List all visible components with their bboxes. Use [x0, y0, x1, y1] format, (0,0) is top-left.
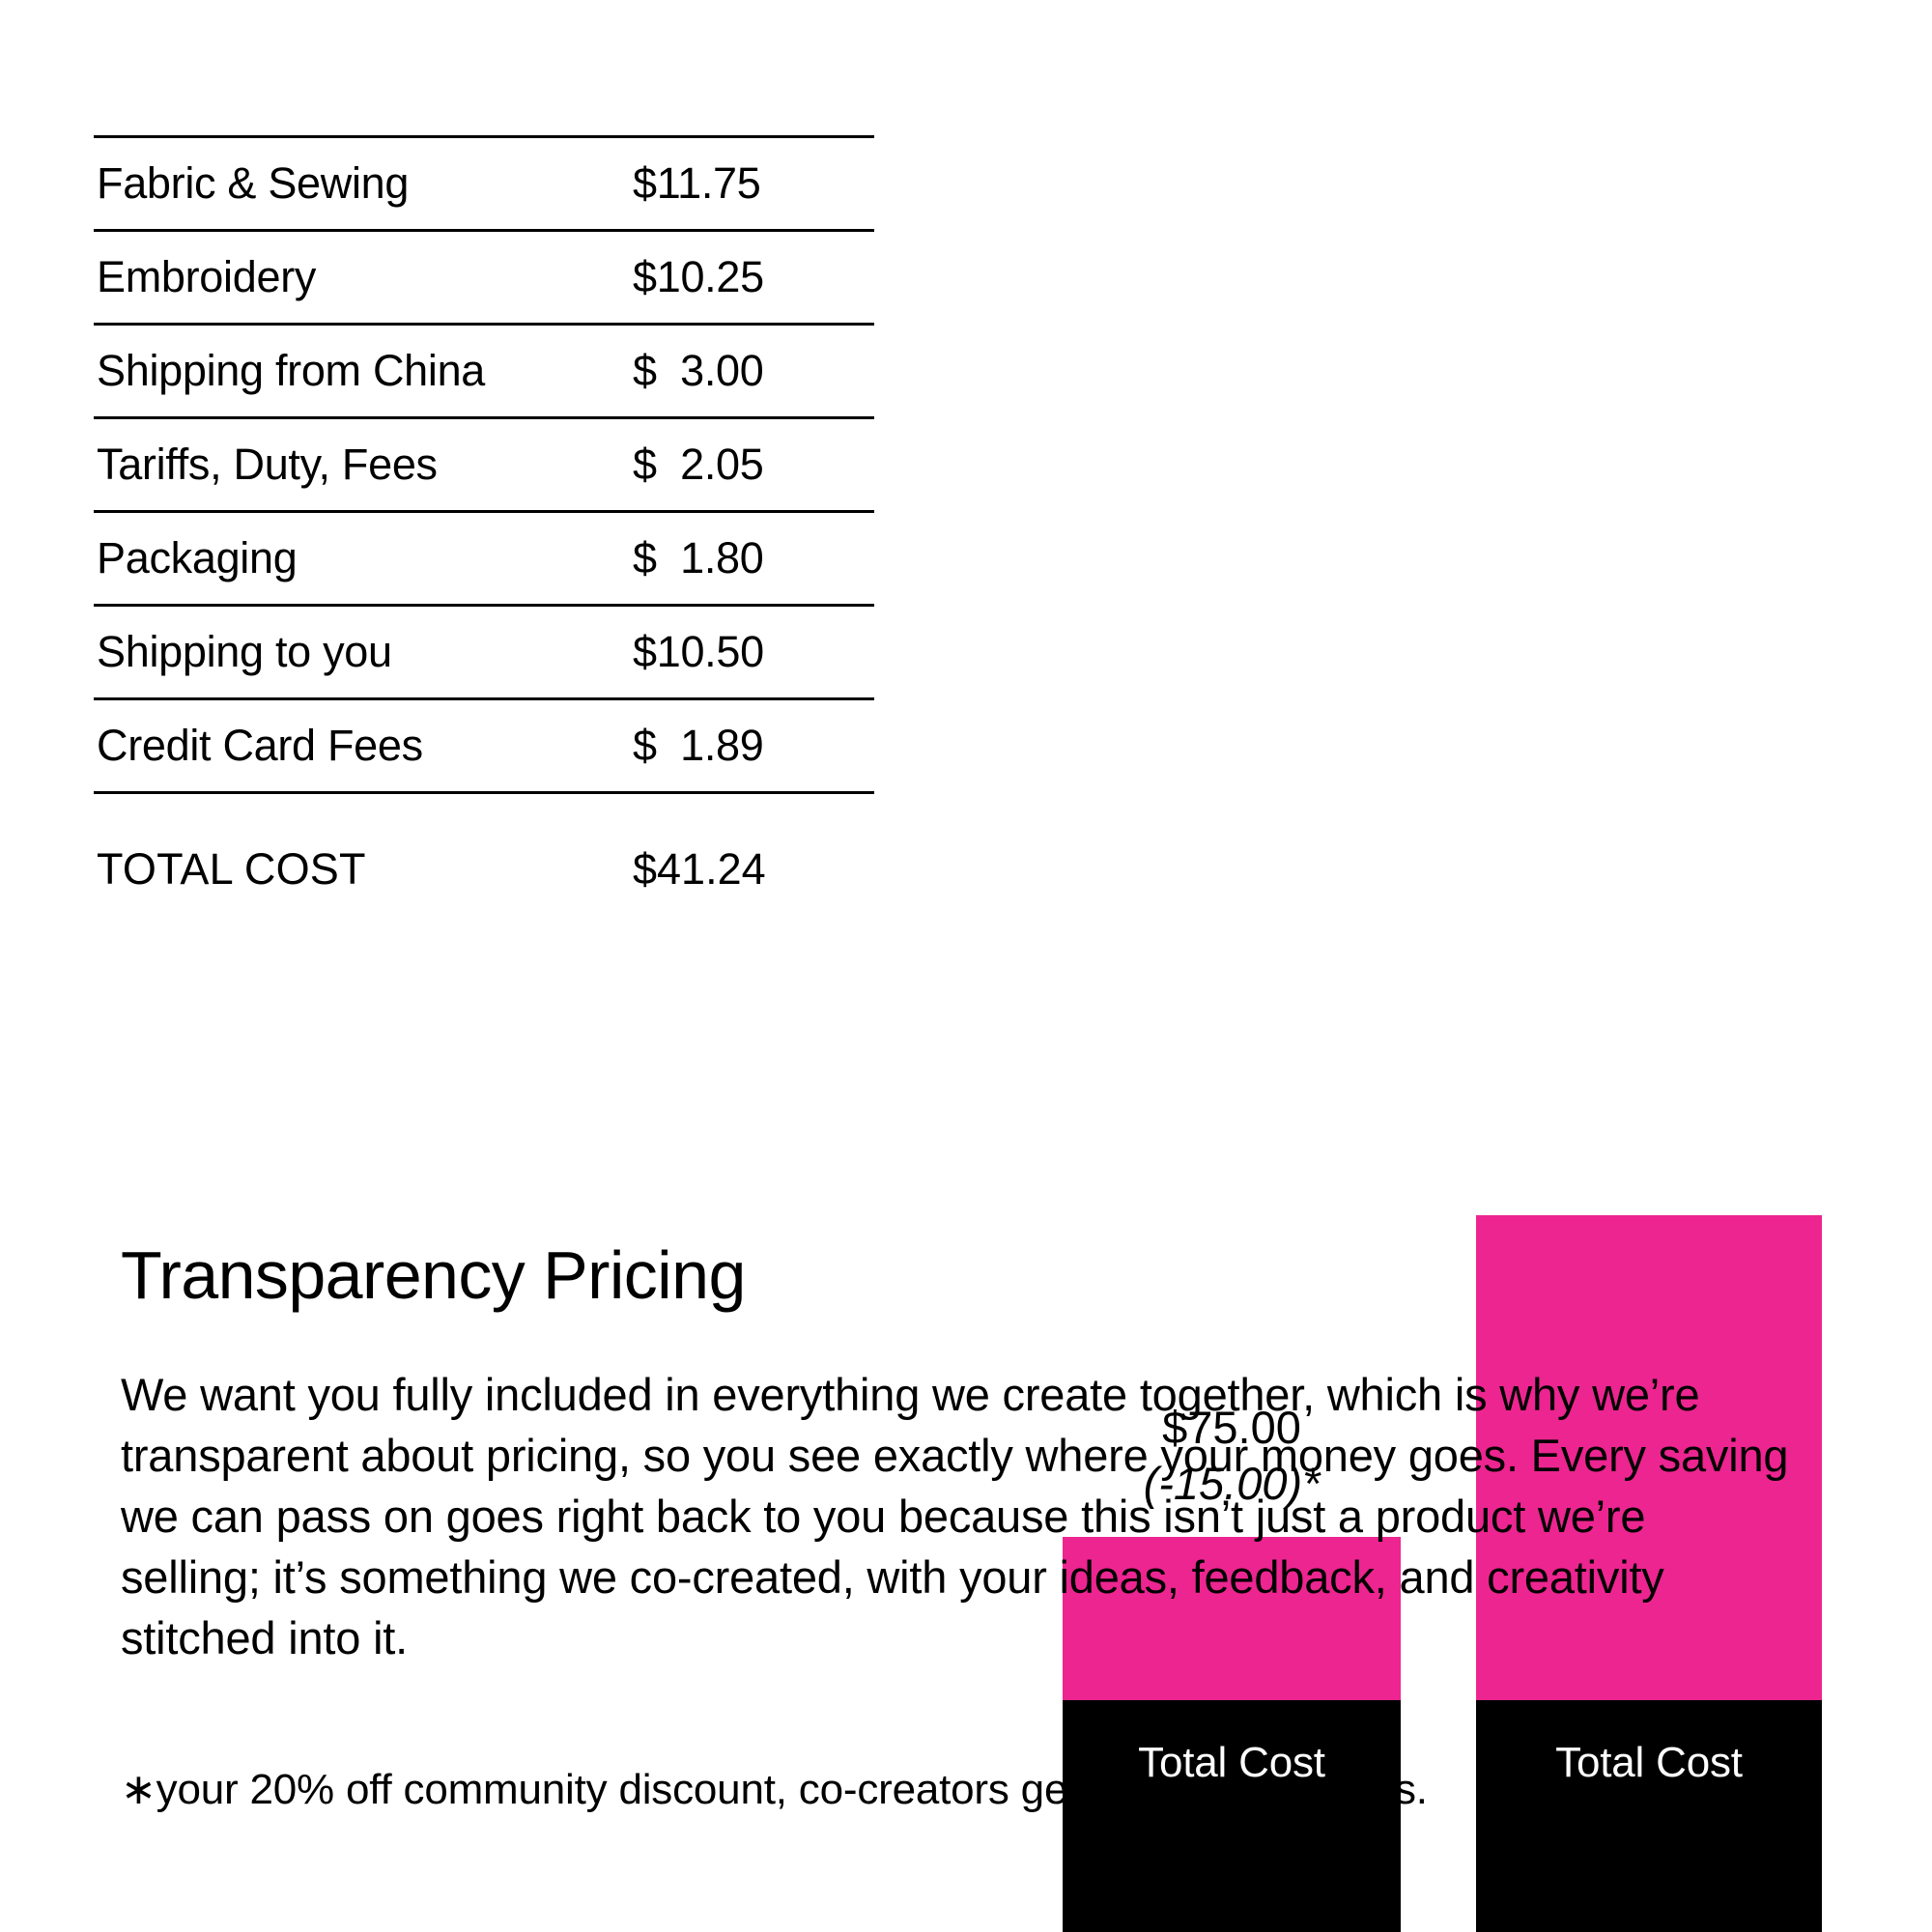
- bar-stack-frilliance: Total Cost: [1063, 1537, 1401, 1932]
- cost-item-label: Embroidery: [97, 252, 317, 301]
- table-row: Shipping to you $10.50: [94, 607, 874, 700]
- cost-item-amount: $10.25: [633, 252, 764, 301]
- cost-item-amount: $10.50: [633, 627, 764, 676]
- cost-item-label: Shipping from China: [97, 346, 486, 395]
- bar-segment-margin: [1063, 1537, 1401, 1700]
- table-top-rule: [94, 135, 874, 138]
- cost-item-label: Shipping to you: [97, 627, 392, 676]
- bar-segment-margin: [1476, 1215, 1822, 1700]
- page-title: Transparency Pricing: [121, 1237, 746, 1313]
- footnote-text: ∗your 20% off community discount, co-cre…: [121, 1766, 1428, 1813]
- price-before: $75.00: [1162, 1402, 1301, 1453]
- price-discount: (-15.00)*: [1143, 1458, 1321, 1509]
- price-comparison-chart: $75.00 (-15.00)* $60.00 Total Cost Frill…: [1024, 77, 1874, 1932]
- bar-segment-total-cost: Total Cost: [1476, 1700, 1822, 1932]
- total-cost-amount: $41.24: [633, 844, 766, 894]
- table-row: Fabric & Sewing $11.75: [94, 138, 874, 232]
- cost-item-label: Credit Card Fees: [97, 721, 423, 770]
- table-row: Shipping from China $ 3.00: [94, 326, 874, 419]
- table-row: Embroidery $10.25: [94, 232, 874, 326]
- table-total-row: TOTAL COST $41.24: [94, 821, 874, 918]
- bar-stack-top-brands: Total Cost: [1476, 1215, 1822, 1932]
- cost-item-amount: $ 2.05: [633, 440, 764, 489]
- transparency-section: Transparency Pricing We want you fully i…: [121, 1236, 1821, 1819]
- cost-item-label: Packaging: [97, 533, 298, 582]
- total-cost-label: TOTAL COST: [97, 844, 366, 894]
- cost-breakdown-table: Fabric & Sewing $11.75 Embroidery $10.25…: [94, 135, 874, 918]
- cost-item-amount: $ 1.80: [633, 533, 764, 582]
- cost-item-label: Fabric & Sewing: [97, 158, 410, 208]
- cost-item-label: Tariffs, Duty, Fees: [97, 440, 438, 489]
- bar-segment-label: Total Cost: [1138, 1739, 1325, 1786]
- body-paragraph: We want you fully included in everything…: [121, 1369, 1789, 1663]
- table-row: Packaging $ 1.80: [94, 513, 874, 607]
- table-row: Tariffs, Duty, Fees $ 2.05: [94, 419, 874, 513]
- cost-item-amount: $ 3.00: [633, 346, 764, 395]
- cost-item-amount: $11.75: [633, 158, 761, 208]
- bar-segment-total-cost: Total Cost: [1063, 1700, 1401, 1932]
- table-row: Credit Card Fees $ 1.89: [94, 700, 874, 794]
- cost-item-amount: $ 1.89: [633, 721, 764, 770]
- bar-segment-label: Total Cost: [1555, 1739, 1743, 1786]
